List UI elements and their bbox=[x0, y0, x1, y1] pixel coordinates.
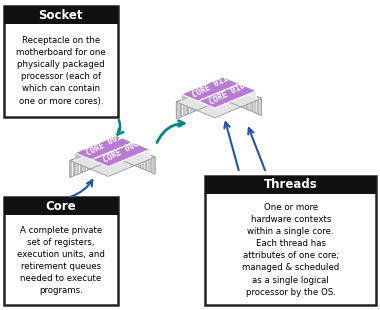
Polygon shape bbox=[257, 97, 259, 114]
Polygon shape bbox=[131, 147, 133, 165]
Text: Threads: Threads bbox=[264, 178, 318, 191]
Text: CORE 000: CORE 000 bbox=[101, 139, 140, 165]
Polygon shape bbox=[108, 144, 110, 162]
Polygon shape bbox=[70, 141, 155, 176]
Polygon shape bbox=[75, 135, 150, 167]
Polygon shape bbox=[215, 85, 217, 103]
Polygon shape bbox=[176, 82, 261, 118]
Polygon shape bbox=[254, 95, 256, 113]
Polygon shape bbox=[180, 100, 182, 117]
Polygon shape bbox=[137, 149, 138, 167]
Polygon shape bbox=[139, 151, 141, 168]
Polygon shape bbox=[117, 135, 150, 157]
Polygon shape bbox=[183, 98, 185, 116]
Text: Receptacle on the
motherboard for one
physically packaged
processor (each of
whi: Receptacle on the motherboard for one ph… bbox=[16, 36, 106, 105]
FancyBboxPatch shape bbox=[4, 6, 118, 117]
Polygon shape bbox=[204, 90, 206, 107]
Polygon shape bbox=[145, 153, 147, 170]
Polygon shape bbox=[80, 155, 82, 173]
Polygon shape bbox=[201, 91, 203, 109]
Polygon shape bbox=[181, 77, 256, 108]
Polygon shape bbox=[154, 156, 155, 174]
Polygon shape bbox=[77, 157, 79, 175]
Polygon shape bbox=[190, 95, 192, 113]
FancyBboxPatch shape bbox=[4, 6, 118, 24]
Polygon shape bbox=[187, 97, 189, 114]
Polygon shape bbox=[101, 147, 103, 165]
Polygon shape bbox=[84, 154, 86, 172]
Polygon shape bbox=[91, 151, 93, 169]
Polygon shape bbox=[142, 152, 144, 170]
Text: CORE 011: CORE 011 bbox=[191, 74, 230, 100]
FancyBboxPatch shape bbox=[205, 176, 376, 194]
Polygon shape bbox=[176, 101, 178, 119]
Text: CORE 001: CORE 001 bbox=[85, 132, 124, 158]
Polygon shape bbox=[194, 94, 196, 112]
Text: One or more
hardware contexts
within a single core.
Each thread has
attributes o: One or more hardware contexts within a s… bbox=[242, 203, 339, 297]
Polygon shape bbox=[70, 160, 72, 178]
Polygon shape bbox=[235, 87, 236, 105]
Polygon shape bbox=[252, 94, 253, 112]
Polygon shape bbox=[207, 88, 210, 106]
Polygon shape bbox=[211, 86, 213, 104]
Polygon shape bbox=[128, 146, 130, 164]
Polygon shape bbox=[105, 145, 107, 163]
Polygon shape bbox=[181, 77, 223, 102]
Polygon shape bbox=[87, 153, 89, 170]
Polygon shape bbox=[73, 158, 75, 176]
Polygon shape bbox=[240, 90, 242, 107]
Polygon shape bbox=[243, 91, 245, 108]
Polygon shape bbox=[150, 155, 152, 173]
Polygon shape bbox=[75, 135, 117, 161]
Polygon shape bbox=[232, 86, 234, 104]
Polygon shape bbox=[260, 98, 261, 115]
Polygon shape bbox=[246, 92, 248, 110]
Polygon shape bbox=[148, 154, 150, 172]
Polygon shape bbox=[94, 149, 96, 167]
Polygon shape bbox=[123, 144, 125, 162]
FancyBboxPatch shape bbox=[205, 176, 376, 305]
FancyBboxPatch shape bbox=[4, 197, 118, 215]
Polygon shape bbox=[98, 148, 100, 166]
Polygon shape bbox=[238, 89, 239, 106]
Polygon shape bbox=[249, 93, 250, 111]
Polygon shape bbox=[125, 145, 127, 162]
Text: A complete private
set of registers,
execution units, and
retirement queues
need: A complete private set of registers, exe… bbox=[17, 226, 105, 295]
Polygon shape bbox=[229, 85, 231, 103]
Polygon shape bbox=[134, 148, 136, 166]
FancyBboxPatch shape bbox=[4, 197, 118, 305]
Text: Socket: Socket bbox=[38, 9, 83, 22]
Text: CORE 010: CORE 010 bbox=[208, 81, 247, 106]
Polygon shape bbox=[223, 77, 256, 99]
Text: Core: Core bbox=[46, 200, 76, 213]
Polygon shape bbox=[197, 92, 199, 110]
